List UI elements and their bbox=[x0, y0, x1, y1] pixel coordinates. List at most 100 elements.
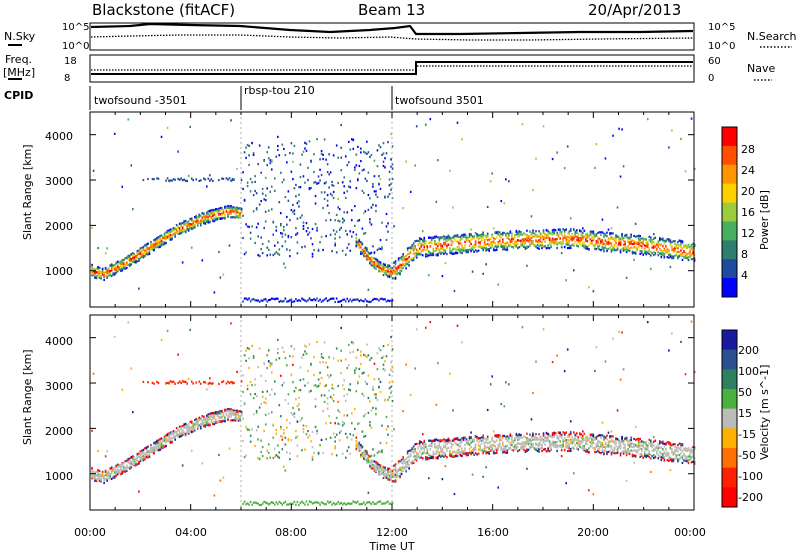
range-gate-cell bbox=[529, 242, 531, 245]
range-gate-cell bbox=[485, 248, 487, 251]
range-gate-cell bbox=[500, 200, 503, 203]
range-gate-cell bbox=[603, 232, 605, 235]
range-gate-cell bbox=[141, 246, 143, 249]
range-gate-cell bbox=[601, 218, 604, 221]
range-gate-cell bbox=[367, 257, 370, 260]
range-gate-cell bbox=[145, 243, 148, 246]
range-gate-cell bbox=[571, 236, 574, 239]
range-gate-cell bbox=[202, 212, 205, 215]
range-gate-cell bbox=[500, 245, 503, 248]
range-gate-cell bbox=[364, 151, 367, 154]
range-gate-cell bbox=[129, 459, 131, 462]
range-gate-cell bbox=[402, 456, 404, 459]
range-gate-cell bbox=[92, 267, 95, 271]
range-gate-cell bbox=[113, 471, 116, 474]
range-gate-cell bbox=[379, 441, 382, 445]
range-gate-cell bbox=[461, 234, 463, 237]
range-gate-cell bbox=[352, 147, 355, 150]
range-gate-cell bbox=[209, 221, 211, 224]
range-gate-cell bbox=[240, 380, 243, 383]
range-gate-cell bbox=[206, 213, 208, 216]
range-gate-cell bbox=[485, 440, 487, 444]
range-gate-cell bbox=[411, 460, 413, 463]
range-gate-cell bbox=[618, 238, 620, 241]
range-gate-cell bbox=[390, 266, 392, 270]
range-gate-cell bbox=[353, 168, 356, 172]
range-gate-cell bbox=[690, 246, 693, 249]
range-gate-cell bbox=[132, 252, 134, 255]
range-gate-cell bbox=[269, 502, 272, 505]
range-gate-cell bbox=[372, 388, 374, 391]
range-gate-cell bbox=[625, 276, 628, 279]
range-gate-cell bbox=[693, 167, 696, 171]
range-gate-cell bbox=[278, 500, 281, 504]
range-gate-cell bbox=[595, 233, 598, 236]
range-gate-cell bbox=[526, 236, 528, 239]
range-gate-cell bbox=[326, 407, 329, 410]
range-gate-cell bbox=[402, 256, 404, 259]
range-gate-cell bbox=[255, 226, 258, 229]
figure-title: Blackstone (fitACF) bbox=[92, 1, 235, 19]
range-gate-cell bbox=[508, 244, 510, 248]
range-gate-cell bbox=[563, 245, 566, 249]
range-gate-cell bbox=[254, 241, 256, 245]
range-gate-cell bbox=[219, 479, 222, 482]
range-gate-cell bbox=[233, 381, 235, 385]
range-gate-cell bbox=[192, 179, 195, 182]
range-gate-cell bbox=[363, 353, 365, 356]
range-gate-cell bbox=[344, 432, 347, 436]
range-gate-cell bbox=[264, 298, 267, 301]
range-gate-cell bbox=[323, 191, 326, 194]
range-gate-cell bbox=[286, 364, 288, 367]
range-gate-cell bbox=[186, 179, 188, 183]
range-gate-cell bbox=[538, 230, 540, 233]
range-gate-cell bbox=[166, 177, 169, 180]
range-gate-cell bbox=[633, 251, 635, 254]
range-gate-cell bbox=[379, 464, 382, 467]
range-gate-cell bbox=[385, 238, 388, 242]
range-gate-cell bbox=[364, 298, 367, 301]
range-gate-cell bbox=[168, 382, 170, 386]
range-gate-cell bbox=[477, 441, 480, 444]
range-gate-cell bbox=[582, 234, 584, 237]
range-gate-cell bbox=[364, 449, 367, 452]
range-gate-cell bbox=[414, 255, 416, 258]
range-gate-cell bbox=[212, 417, 214, 420]
range-gate-cell bbox=[106, 268, 108, 271]
range-gate-cell bbox=[613, 239, 616, 242]
range-gate-cell bbox=[437, 448, 439, 451]
range-gate-cell bbox=[307, 226, 309, 230]
range-gate-cell bbox=[204, 218, 207, 221]
range-gate-cell bbox=[431, 252, 433, 255]
range-gate-cell bbox=[141, 255, 143, 258]
range-gate-cell bbox=[221, 213, 223, 217]
range-gate-cell bbox=[575, 231, 578, 234]
range-gate-cell bbox=[684, 246, 687, 249]
range-gate-cell bbox=[224, 205, 226, 208]
range-gate-cell bbox=[270, 362, 273, 365]
range-gate-cell bbox=[322, 153, 324, 156]
range-gate-cell bbox=[175, 230, 178, 234]
range-gate-cell bbox=[110, 265, 113, 268]
range-gate-cell bbox=[168, 381, 170, 384]
range-gate-cell bbox=[438, 446, 441, 449]
range-gate-cell bbox=[668, 146, 670, 149]
range-gate-cell bbox=[355, 367, 358, 370]
range-gate-cell bbox=[287, 503, 290, 506]
range-gate-cell bbox=[107, 267, 110, 270]
range-gate-cell bbox=[652, 245, 655, 248]
range-gate-cell bbox=[628, 236, 631, 239]
range-gate-cell bbox=[473, 440, 475, 443]
range-gate-cell bbox=[344, 155, 347, 158]
range-gate-cell bbox=[163, 435, 166, 438]
range-gate-cell bbox=[154, 442, 157, 445]
range-gate-cell bbox=[373, 454, 376, 457]
range-gate-cell bbox=[363, 253, 365, 256]
range-gate-cell bbox=[273, 177, 276, 180]
range-gate-cell bbox=[192, 223, 195, 226]
range-gate-cell bbox=[350, 502, 353, 505]
range-gate-cell bbox=[627, 245, 629, 248]
range-gate-cell bbox=[450, 445, 453, 449]
range-gate-cell bbox=[461, 440, 463, 443]
range-gate-cell bbox=[160, 437, 163, 440]
